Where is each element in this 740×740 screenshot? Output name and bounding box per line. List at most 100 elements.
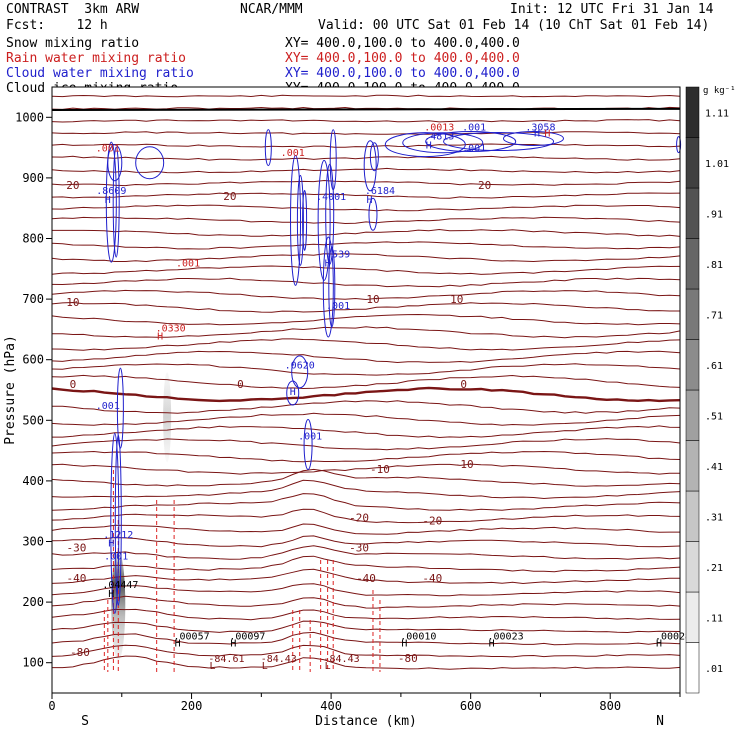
temperature-contour xyxy=(51,535,681,548)
cloud-water-contour xyxy=(363,140,377,192)
extremum-label: H xyxy=(105,195,111,206)
extremum-label: .539 xyxy=(326,250,350,261)
cloud-water-contour xyxy=(676,136,682,154)
cloud-water-contour xyxy=(325,163,335,265)
contour-label: -40 xyxy=(422,572,442,585)
x-tick-label: 200 xyxy=(181,699,203,713)
colorbar-swatch xyxy=(685,490,700,542)
extremum-label: H xyxy=(401,639,407,650)
colorbar-unit: g kg⁻¹ xyxy=(703,86,736,96)
cloud-water-contour xyxy=(502,131,564,147)
colorbar-label: 1.11 xyxy=(705,108,729,119)
temperature-contour xyxy=(51,289,681,301)
cloud-water-contour xyxy=(303,419,313,471)
extremum-label: .0330 xyxy=(156,324,186,335)
extremum-label: H xyxy=(426,141,432,152)
extremum-label: .001 xyxy=(298,431,322,442)
contour-label: 20 xyxy=(66,179,79,192)
temperature-contour xyxy=(51,131,681,135)
temperature-contour xyxy=(51,204,681,212)
cloud-water-contour xyxy=(302,189,308,251)
extremum-label: .00023 xyxy=(487,631,523,642)
x-axis-title: Distance (km) xyxy=(315,714,417,729)
extremum-label: .00057 xyxy=(173,631,209,642)
colorbar-swatch xyxy=(685,389,700,441)
contour-label: -40 xyxy=(66,572,86,585)
cloud-water-contour xyxy=(291,355,309,389)
cloud-water-contour xyxy=(317,159,331,281)
y-axis-title: Pressure (hPa) xyxy=(3,335,18,445)
contour-label: 10 xyxy=(450,293,463,306)
temperature-contour xyxy=(51,555,681,573)
extremum-label: H xyxy=(366,195,372,206)
y-tick-label: 500 xyxy=(22,413,44,427)
extremum-label: H xyxy=(544,128,550,139)
contour-label: 20 xyxy=(223,190,236,203)
y-tick-label: 800 xyxy=(22,232,44,246)
temperature-contour xyxy=(51,119,681,123)
colorbar-label: .11 xyxy=(705,613,723,624)
contour-label: 0 xyxy=(460,378,467,391)
y-tick-label: 300 xyxy=(22,535,44,549)
extremum-label: H xyxy=(489,639,495,650)
temperature-contour xyxy=(51,374,681,390)
valid-time: Valid: 00 UTC Sat 01 Feb 14 (10 ChT Sat … xyxy=(318,18,710,33)
contour-label: -30 xyxy=(66,542,86,555)
colorbar-swatch xyxy=(685,238,700,290)
cloud-water-contour xyxy=(384,132,466,158)
contour-label: 10 xyxy=(66,296,79,309)
extremum-label: H xyxy=(175,639,181,650)
endpoint-left: S xyxy=(81,714,89,729)
init-time: Init: 12 UTC Fri 31 Jan 14 xyxy=(510,2,714,17)
y-tick-label: 600 xyxy=(22,353,44,367)
cloud-water-contour xyxy=(135,146,165,180)
cloud-water-contour xyxy=(110,432,120,614)
colorbar-label: .21 xyxy=(705,563,723,574)
cloud-water-contour xyxy=(425,131,517,153)
temperature-contour xyxy=(51,412,681,426)
surface-line xyxy=(51,107,681,112)
temperature-contour xyxy=(51,450,681,463)
y-tick-label: 200 xyxy=(22,595,44,609)
cloud-water-contour xyxy=(402,132,484,154)
extremum-label: .0620 xyxy=(285,361,315,372)
cloud-water-contour xyxy=(443,132,555,152)
extremum-label: .001 xyxy=(176,259,200,270)
colorbar-swatch xyxy=(685,541,700,593)
extremum-label: H xyxy=(157,331,163,342)
colorbar-swatch xyxy=(685,339,700,391)
temperature-contour xyxy=(52,425,681,439)
extremum-label: -84.43 xyxy=(324,654,360,665)
temperature-contour xyxy=(51,253,681,263)
snow-plume-secondary xyxy=(163,372,172,463)
extremum-label: .8609 xyxy=(96,186,126,197)
y-tick-label: 700 xyxy=(22,292,44,306)
contour-label: 0 xyxy=(237,378,244,391)
temperature-contour xyxy=(51,608,681,621)
contour-label: 0 xyxy=(70,378,77,391)
cloud-water-contour xyxy=(107,144,123,182)
y-tick-label: 900 xyxy=(22,171,44,185)
contour-label: 20 xyxy=(478,179,491,192)
extremum-label: .3058 xyxy=(525,122,555,133)
temperature-contour xyxy=(51,192,681,199)
extremum-label: .6184 xyxy=(365,186,395,197)
extremum-label: H xyxy=(325,259,331,270)
temperature-contour xyxy=(51,545,681,560)
extremum-label: .00028 xyxy=(655,631,691,642)
temperature-contour xyxy=(51,350,681,364)
extremum-label: .001 xyxy=(104,551,128,562)
cloud-water-contour xyxy=(116,367,124,449)
extremum-label: H xyxy=(108,589,114,600)
contour-label: -40 xyxy=(356,572,376,585)
model-title: CONTRAST 3km ARW xyxy=(6,2,140,17)
x-tick-label: 600 xyxy=(460,699,482,713)
field-name-rain: Rain water mixing ratio xyxy=(6,51,187,66)
field-xy-snow: XY= 400.0,100.0 to 400.0,400.0 xyxy=(285,36,520,51)
extremum-label: -84.61 xyxy=(208,654,244,665)
cloud-water-contour xyxy=(322,236,334,338)
extremum-label: H xyxy=(230,639,236,650)
cloud-water-contour xyxy=(112,146,120,258)
temperature-contour xyxy=(51,313,681,326)
